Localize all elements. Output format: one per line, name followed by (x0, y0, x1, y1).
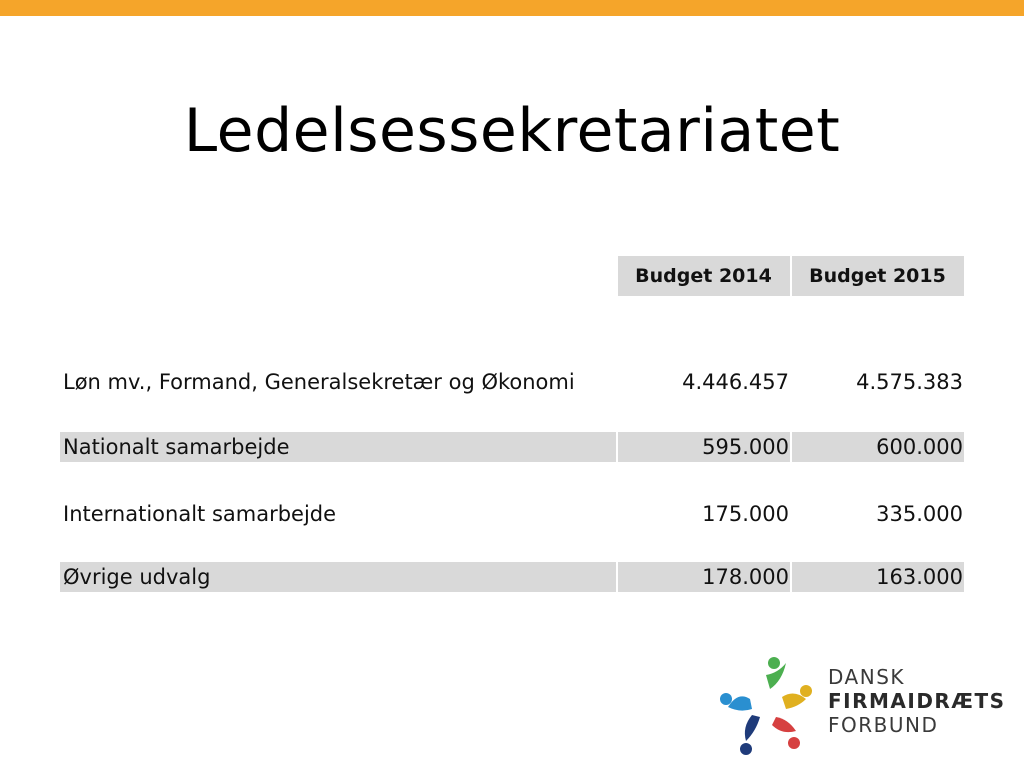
header-budget-2015: Budget 2015 (792, 256, 964, 296)
row-budget-2015: 600.000 (792, 432, 964, 462)
logo-wordmark: DANSK FIRMAIDRÆTS FORBUND (828, 665, 1006, 737)
table-row: Øvrige udvalg 178.000 163.000 (60, 562, 964, 592)
row-budget-2014: 178.000 (618, 562, 790, 592)
row-label: Øvrige udvalg (60, 562, 616, 592)
row-budget-2015: 163.000 (792, 562, 964, 592)
logo-figures-icon (720, 657, 812, 755)
table-row: Internationalt samarbejde 175.000 335.00… (60, 499, 964, 529)
row-budget-2014: 595.000 (618, 432, 790, 462)
row-budget-2015: 335.000 (876, 502, 963, 526)
row-label: Løn mv., Formand, Generalsekretær og Øko… (63, 370, 575, 394)
slide-title: Ledelsessekretariatet (183, 96, 841, 166)
dfif-logo: DANSK FIRMAIDRÆTS FORBUND (716, 655, 1006, 755)
row-budget-2014: 175.000 (702, 502, 789, 526)
table-header-row: Budget 2014 Budget 2015 (60, 256, 964, 296)
table-row: Løn mv., Formand, Generalsekretær og Øko… (60, 352, 964, 412)
logo-line-dansk: DANSK (828, 665, 906, 689)
top-accent-bar (0, 0, 1024, 16)
row-label: Nationalt samarbejde (60, 432, 616, 462)
row-budget-2015: 4.575.383 (856, 370, 963, 394)
header-budget-2014: Budget 2014 (618, 256, 790, 296)
row-label: Internationalt samarbejde (63, 502, 337, 526)
logo-line-forbund: FORBUND (828, 713, 939, 737)
logo-line-firmaidraets: FIRMAIDRÆTS (828, 689, 1006, 713)
row-budget-2014: 4.446.457 (682, 370, 789, 394)
table-row: Nationalt samarbejde 595.000 600.000 (60, 432, 964, 462)
